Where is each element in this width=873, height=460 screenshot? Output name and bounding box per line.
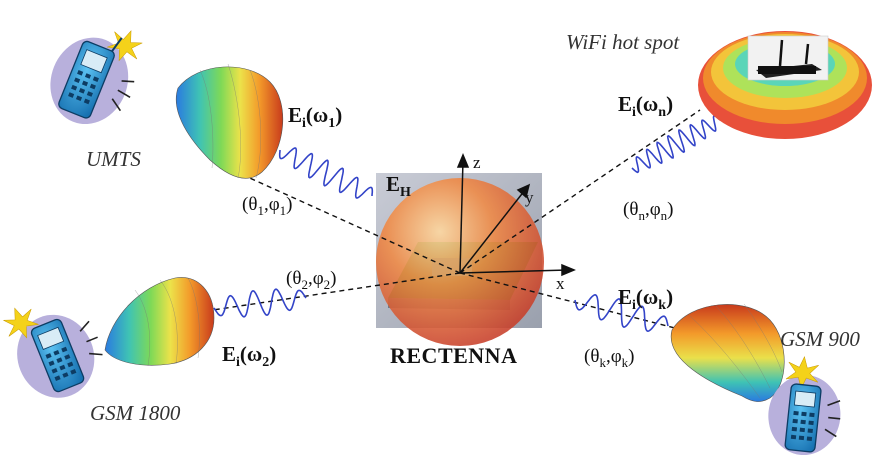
radiation-pattern-icon-wifi — [698, 31, 872, 139]
center-field-label: EH — [386, 172, 411, 201]
axis-label-z: z — [473, 153, 481, 172]
source-label-umts: UMTS — [86, 147, 141, 171]
source-label-wifi: WiFi hot spot — [566, 30, 680, 54]
source-label-gsm1800: GSM 1800 — [90, 401, 181, 425]
coordinate-axes — [456, 153, 576, 277]
wave-umts — [278, 147, 374, 199]
mobile-phone-icon-gsm1800 — [3, 307, 103, 398]
axis-label-y: y — [525, 188, 534, 207]
wave-wifi — [631, 114, 721, 174]
wifi-router-icon — [756, 39, 822, 78]
angle-label-umts: (θ1,φ1) — [242, 194, 293, 218]
rectenna-title: RECTENNA — [390, 343, 518, 368]
field-label-wifi: Ei(ωn) — [618, 92, 674, 121]
radiation-pattern-icon-umts — [176, 63, 284, 179]
angle-label-gsm1800: (θ2,φ2) — [286, 268, 337, 292]
mobile-phone-icon-gsm900 — [768, 356, 841, 456]
incidence-lines — [212, 109, 701, 329]
wave-gsm900 — [574, 293, 669, 333]
field-label-umts: Ei(ω1) — [288, 103, 343, 132]
radiation-pattern-icon-gsm1800 — [104, 277, 215, 367]
angle-label-wifi: (θn,φn) — [623, 199, 674, 223]
radiation-pattern-icon-gsm900 — [670, 303, 785, 402]
axis-label-x: x — [556, 274, 565, 293]
angle-label-gsm900: (θk,φk) — [584, 346, 635, 370]
waves — [213, 114, 721, 333]
field-label-gsm1800: Ei(ω2) — [222, 342, 277, 371]
field-label-gsm900: Ei(ωk) — [618, 285, 674, 314]
wave-gsm1800 — [213, 288, 307, 318]
mobile-phone-icon-umts — [50, 30, 143, 125]
source-label-gsm900: GSM 900 — [780, 327, 860, 351]
